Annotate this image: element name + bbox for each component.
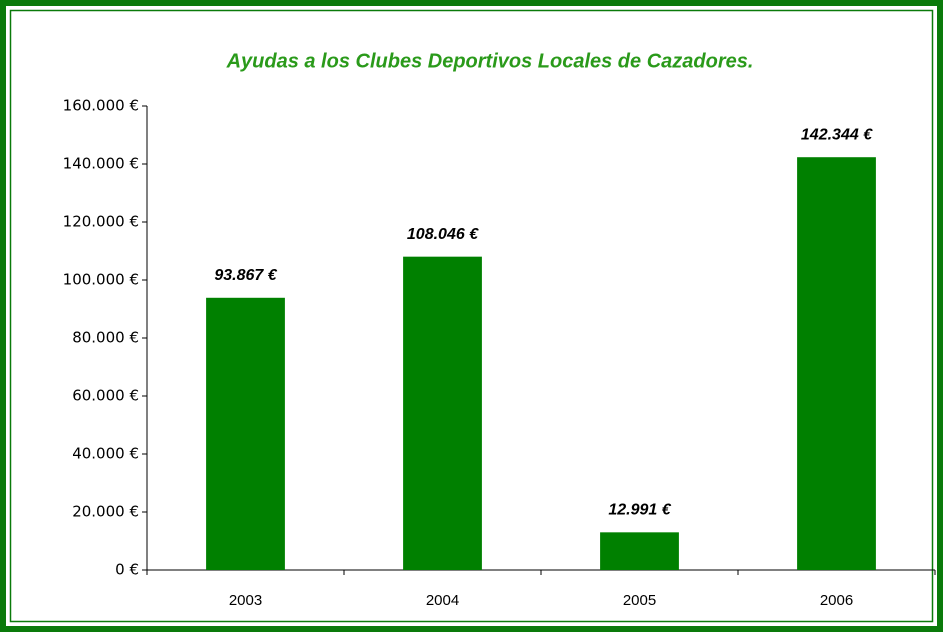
data-label: 12.991 €	[608, 502, 671, 519]
y-tick-label: 100.000 €	[63, 271, 139, 289]
y-tick-label: 40.000 €	[72, 445, 139, 463]
x-tick-label: 2006	[820, 592, 853, 609]
y-tick-label: 120.000 €	[63, 213, 139, 231]
bar	[797, 157, 876, 570]
y-tick-label: 20.000 €	[72, 503, 139, 521]
inner-frame	[9, 9, 934, 623]
x-tick-label: 2004	[426, 592, 459, 609]
y-tick-label: 0 €	[115, 561, 139, 579]
y-tick-label: 80.000 €	[72, 329, 139, 347]
y-tick-label: 140.000 €	[63, 155, 139, 173]
y-tick-label: 160.000 €	[63, 97, 139, 115]
data-label: 142.344 €	[801, 126, 873, 143]
bar	[206, 297, 285, 570]
chart-title: Ayudas a los Clubes Deportivos Locales d…	[226, 50, 754, 72]
x-tick-label: 2005	[623, 592, 656, 609]
x-tick-label: 2003	[229, 592, 262, 609]
data-label: 93.867 €	[214, 267, 277, 284]
data-label: 108.046 €	[407, 226, 479, 243]
y-tick-label: 60.000 €	[72, 387, 139, 405]
bar	[600, 532, 679, 570]
bar	[403, 256, 482, 570]
